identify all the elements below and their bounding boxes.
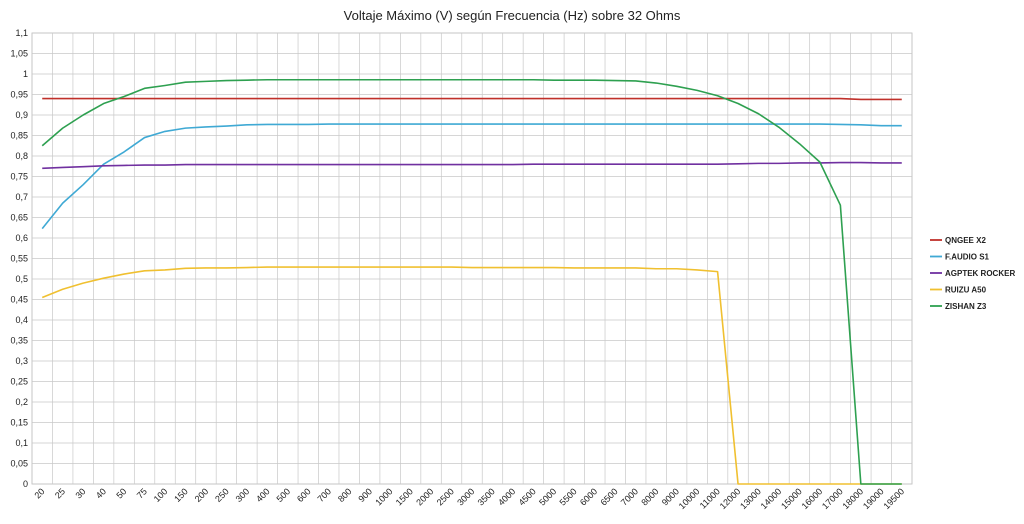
chart-title: Voltaje Máximo (V) según Frecuencia (Hz)… [344, 8, 681, 23]
y-tick-label: 0,9 [15, 110, 28, 120]
y-tick-label: 0,5 [15, 274, 28, 284]
legend-label: AGPTEK ROCKER [945, 269, 1015, 278]
y-tick-label: 0,75 [10, 172, 28, 182]
y-tick-label: 0,95 [10, 90, 28, 100]
y-tick-label: 1,05 [10, 49, 28, 59]
y-tick-label: 0,6 [15, 233, 28, 243]
legend: QNGEE X2 F.AUDIO S1 AGPTEK ROCKER RUIZU A50… [930, 236, 1015, 311]
series-line-qngee-x2 [42, 97, 902, 101]
y-tick-label: 0,7 [15, 192, 28, 202]
y-tick-label: 0 [23, 479, 28, 489]
legend-label: QNGEE X2 [945, 236, 986, 245]
y-tick-label: 0,15 [10, 418, 28, 428]
y-tick-label: 0,05 [10, 459, 28, 469]
y-tick-label: 0,2 [15, 397, 28, 407]
y-tick-label: 0,25 [10, 377, 28, 387]
y-tick-label: 0,65 [10, 213, 28, 223]
legend-label: F.AUDIO S1 [945, 253, 990, 262]
y-tick-label: 0,8 [15, 151, 28, 161]
y-tick-label: 0,35 [10, 336, 28, 346]
series-line-ruizu-a50 [41, 266, 902, 485]
y-tick-label: 0,4 [15, 315, 28, 325]
series-layer [41, 78, 902, 485]
series-line-f-audio-s1 [41, 123, 902, 230]
y-tick-label: 1,1 [15, 28, 28, 38]
series-line-zishan-z3 [41, 78, 902, 485]
grid-layer [31, 32, 913, 485]
y-tick-label: 0,3 [15, 356, 28, 366]
series-line-agptek-rocker [42, 161, 902, 170]
y-tick-label: 1 [23, 69, 28, 79]
legend-label: RUIZU A50 [945, 286, 987, 295]
y-tick-label: 0,55 [10, 254, 28, 264]
y-tick-label: 0,45 [10, 295, 28, 305]
legend-label: ZISHAN Z3 [945, 302, 987, 311]
y-tick-label: 0,85 [10, 131, 28, 141]
y-tick-label: 0,1 [15, 438, 28, 448]
